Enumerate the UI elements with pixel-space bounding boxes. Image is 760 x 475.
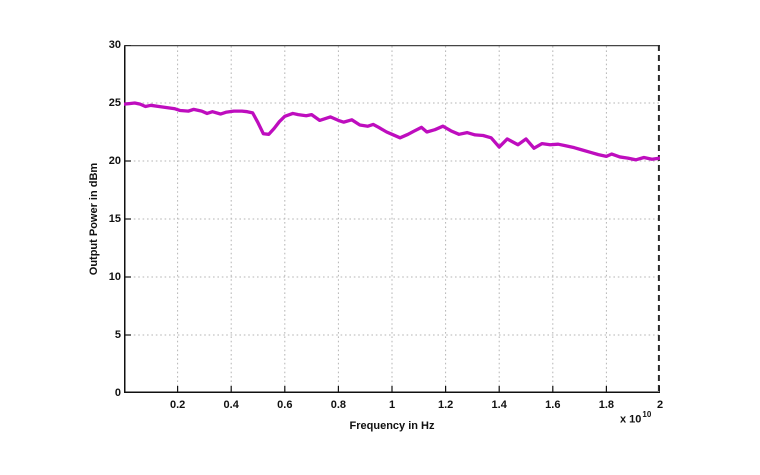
x-tick-label: 1 xyxy=(388,399,396,411)
chart-svg xyxy=(124,45,660,393)
x-tick-label: 0.6 xyxy=(277,399,293,411)
x-axis-exponent-sup: 10 xyxy=(642,410,652,419)
y-axis-label: Output Power in dBm xyxy=(88,162,100,276)
x-axis-label: Frequency in Hz xyxy=(349,420,435,432)
y-tick-label: 15 xyxy=(108,213,121,225)
x-tick-label: 0.2 xyxy=(169,399,186,411)
axis-layer xyxy=(124,45,660,393)
x-tick-label: 1.8 xyxy=(598,399,615,411)
x-tick-label: 0.8 xyxy=(330,399,347,411)
x-tick-label: 2 xyxy=(656,399,664,411)
grid-layer xyxy=(125,46,659,392)
power-curve xyxy=(124,101,660,162)
y-tick-label: 5 xyxy=(114,329,121,341)
y-tick-label: 30 xyxy=(108,39,121,51)
x-tick-label: 1.2 xyxy=(437,399,454,411)
y-tick-label: 0 xyxy=(114,387,121,399)
plot-area xyxy=(124,45,660,393)
x-tick-label: 1.4 xyxy=(491,399,507,411)
x-tick-label: 1.6 xyxy=(545,399,561,411)
y-tick-label: 25 xyxy=(108,97,121,109)
y-tick-label: 10 xyxy=(108,271,121,283)
y-tick-label: 20 xyxy=(108,155,121,167)
x-axis-exponent-base: x 10 xyxy=(620,413,642,426)
x-axis-exponent: x 1010 xyxy=(620,410,652,426)
x-tick-label: 0.4 xyxy=(223,399,239,411)
series-layer xyxy=(124,101,660,162)
